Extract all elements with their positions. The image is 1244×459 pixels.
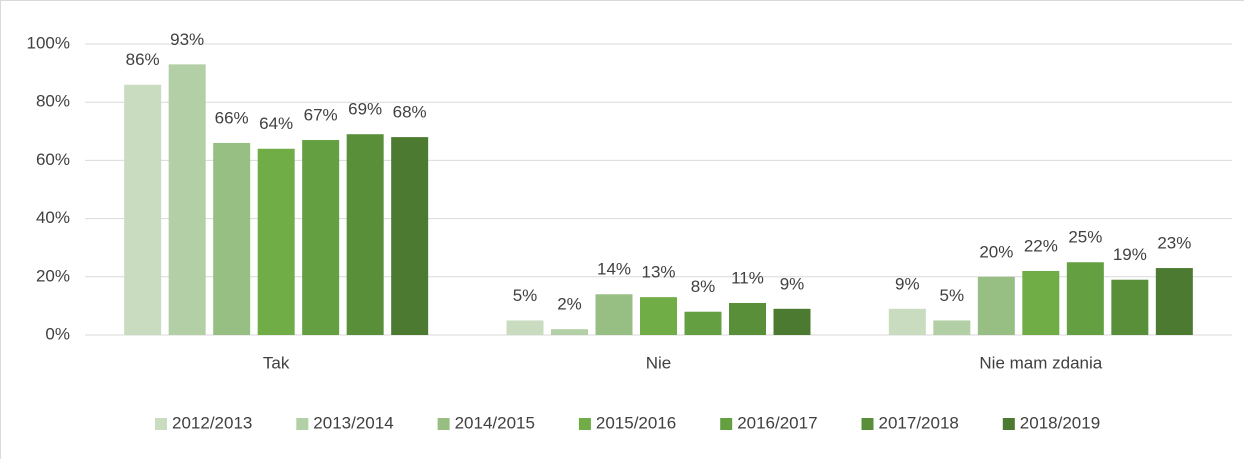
bar bbox=[1155, 268, 1193, 335]
bar bbox=[977, 276, 1015, 335]
value-label: 69% bbox=[348, 100, 382, 119]
bar bbox=[124, 84, 162, 336]
bar bbox=[346, 134, 384, 335]
y-tick-label: 80% bbox=[36, 92, 70, 111]
legend-label: 2018/2019 bbox=[1020, 413, 1100, 432]
legend-label: 2014/2015 bbox=[455, 413, 535, 432]
value-label: 68% bbox=[393, 103, 427, 122]
value-label: 14% bbox=[597, 260, 631, 279]
bar bbox=[551, 329, 588, 335]
value-label: 8% bbox=[691, 277, 716, 296]
bar bbox=[888, 308, 926, 335]
y-tick-label: 60% bbox=[36, 150, 70, 169]
bar bbox=[595, 294, 633, 335]
bar bbox=[1066, 262, 1104, 335]
value-label: 93% bbox=[170, 30, 204, 49]
legend-swatch bbox=[155, 418, 167, 430]
value-label: 11% bbox=[731, 268, 764, 287]
legend-swatch bbox=[437, 418, 450, 430]
value-label: 13% bbox=[641, 263, 675, 282]
legend-label: 2012/2013 bbox=[172, 413, 252, 432]
bar bbox=[506, 320, 544, 335]
y-tick-label: 20% bbox=[36, 266, 70, 285]
bar bbox=[773, 308, 811, 335]
legend-swatch bbox=[296, 418, 309, 430]
legend-label: 2016/2017 bbox=[737, 413, 817, 432]
value-label: 9% bbox=[895, 274, 920, 293]
bar bbox=[302, 140, 340, 335]
legend-swatch bbox=[720, 418, 733, 430]
x-tick-label: Nie bbox=[646, 353, 672, 372]
value-label: 64% bbox=[259, 114, 293, 133]
value-label: 86% bbox=[126, 50, 160, 69]
value-label: 20% bbox=[979, 242, 1013, 261]
value-label: 66% bbox=[215, 108, 249, 127]
value-label: 67% bbox=[304, 106, 338, 125]
x-tick-label: Tak bbox=[263, 353, 290, 372]
legend-label: 2013/2014 bbox=[313, 413, 393, 432]
y-tick-label: 40% bbox=[36, 208, 70, 227]
bar bbox=[1111, 279, 1149, 335]
bar bbox=[729, 302, 766, 335]
value-label: 5% bbox=[513, 286, 538, 305]
bar bbox=[257, 148, 295, 335]
legend-label: 2017/2018 bbox=[879, 413, 959, 432]
value-label: 25% bbox=[1068, 228, 1102, 247]
value-label: 5% bbox=[940, 286, 965, 305]
bar bbox=[640, 297, 677, 335]
legend-swatch bbox=[578, 418, 591, 430]
legend-swatch bbox=[1002, 418, 1015, 430]
bar bbox=[391, 137, 429, 335]
x-tick-label: Nie mam zdania bbox=[979, 353, 1102, 372]
value-label: 22% bbox=[1024, 236, 1058, 255]
value-label: 9% bbox=[780, 274, 805, 293]
value-label: 2% bbox=[557, 295, 582, 314]
value-label: 23% bbox=[1157, 234, 1191, 253]
y-tick-label: 100% bbox=[27, 33, 70, 52]
bar bbox=[684, 311, 722, 335]
bar bbox=[933, 320, 971, 335]
legend-label: 2015/2016 bbox=[596, 413, 676, 432]
bar bbox=[168, 64, 206, 336]
value-label: 19% bbox=[1113, 245, 1147, 264]
y-tick-label: 0% bbox=[45, 324, 70, 343]
legend-swatch bbox=[861, 418, 874, 430]
bar bbox=[213, 142, 251, 335]
bar bbox=[1022, 270, 1060, 335]
